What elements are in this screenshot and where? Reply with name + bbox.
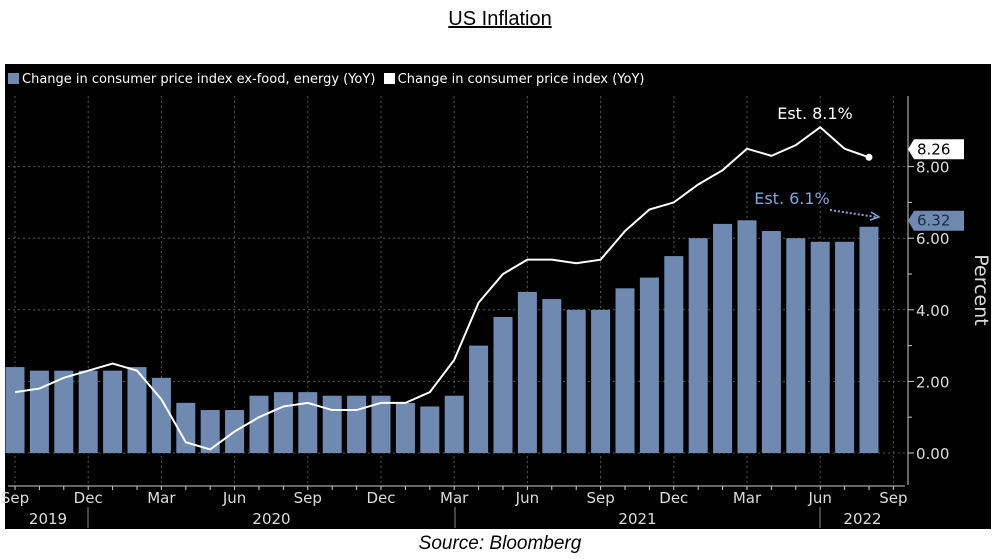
legend-label-cpi: Change in consumer price index (YoY) <box>397 72 645 87</box>
bar <box>810 241 830 453</box>
bar <box>786 238 806 453</box>
y-tick-label: 6.00 <box>916 230 949 248</box>
bar <box>444 395 464 453</box>
bar <box>176 402 196 453</box>
bar <box>713 223 733 453</box>
y-tick-label: 8.00 <box>916 159 949 177</box>
core-last-label-box <box>908 210 964 231</box>
y-tick-label: 2.00 <box>916 373 949 391</box>
legend-label-core: Change in consumer price index ex-food, … <box>22 72 376 87</box>
annotation-arrowhead <box>869 211 881 221</box>
bar <box>542 299 562 453</box>
x-tick-label: Dec <box>366 489 395 507</box>
x-tick-label: Sep <box>879 489 907 507</box>
cpi-last-label-box <box>908 139 964 160</box>
core-last-label: 6.32 <box>917 212 950 230</box>
bar <box>664 256 684 453</box>
bar <box>273 392 293 453</box>
bar <box>835 241 855 453</box>
bar <box>493 316 513 453</box>
x-tick-label: Jun <box>515 489 539 507</box>
source-note: Source: Bloomberg <box>418 533 582 554</box>
page-title: US Inflation <box>448 8 552 30</box>
x-tick-label: Dec <box>74 489 103 507</box>
legend: Change in consumer price index ex-food, … <box>8 72 645 87</box>
bar <box>103 370 123 453</box>
bar <box>347 395 367 453</box>
bar <box>469 345 489 453</box>
x-tick-label: Mar <box>440 489 469 507</box>
bar <box>395 402 415 453</box>
bar <box>54 370 74 453</box>
bar <box>322 395 342 453</box>
bar <box>566 309 586 453</box>
bar <box>615 288 635 453</box>
y-tick-label: 4.00 <box>916 302 949 320</box>
annotation-est-core: Est. 6.1% <box>754 189 830 208</box>
annotation-arrow <box>829 209 877 218</box>
cpi-last-point <box>865 153 873 161</box>
year-label: 2021 <box>618 510 656 528</box>
year-label: 2020 <box>252 510 290 528</box>
x-tick-label: Dec <box>659 489 688 507</box>
bar <box>78 370 98 453</box>
x-tick-label: Sep <box>586 489 614 507</box>
cpi-line <box>14 125 870 451</box>
x-tick-label: Sep <box>1 489 29 507</box>
bar <box>127 367 147 453</box>
x-tick-label: Jun <box>222 489 246 507</box>
year-label: 2022 <box>843 510 881 528</box>
legend-swatch-core <box>8 73 19 84</box>
bar <box>29 370 49 453</box>
bar <box>737 220 757 453</box>
bar <box>298 392 318 453</box>
y-tick-label: 0.00 <box>916 445 949 463</box>
bar <box>371 395 391 453</box>
bar <box>151 377 171 453</box>
bar <box>761 231 781 453</box>
bar <box>859 226 879 453</box>
x-tick-label: Mar <box>147 489 176 507</box>
bar <box>420 406 440 453</box>
x-tick-label: Jun <box>807 489 831 507</box>
legend-swatch-cpi <box>383 73 395 84</box>
bar <box>517 291 537 453</box>
bar <box>639 277 659 453</box>
bar <box>200 410 220 453</box>
year-label: 2019 <box>29 510 67 528</box>
cpi-last-label: 8.26 <box>917 140 950 158</box>
x-tick-label: Mar <box>733 489 762 507</box>
annotation-est-cpi: Est. 8.1% <box>777 104 853 123</box>
bar <box>688 238 708 453</box>
bar <box>591 309 611 453</box>
y-axis-label: Percent <box>970 254 992 326</box>
bar <box>5 367 25 453</box>
x-tick-label: Sep <box>294 489 322 507</box>
bar <box>249 395 269 453</box>
